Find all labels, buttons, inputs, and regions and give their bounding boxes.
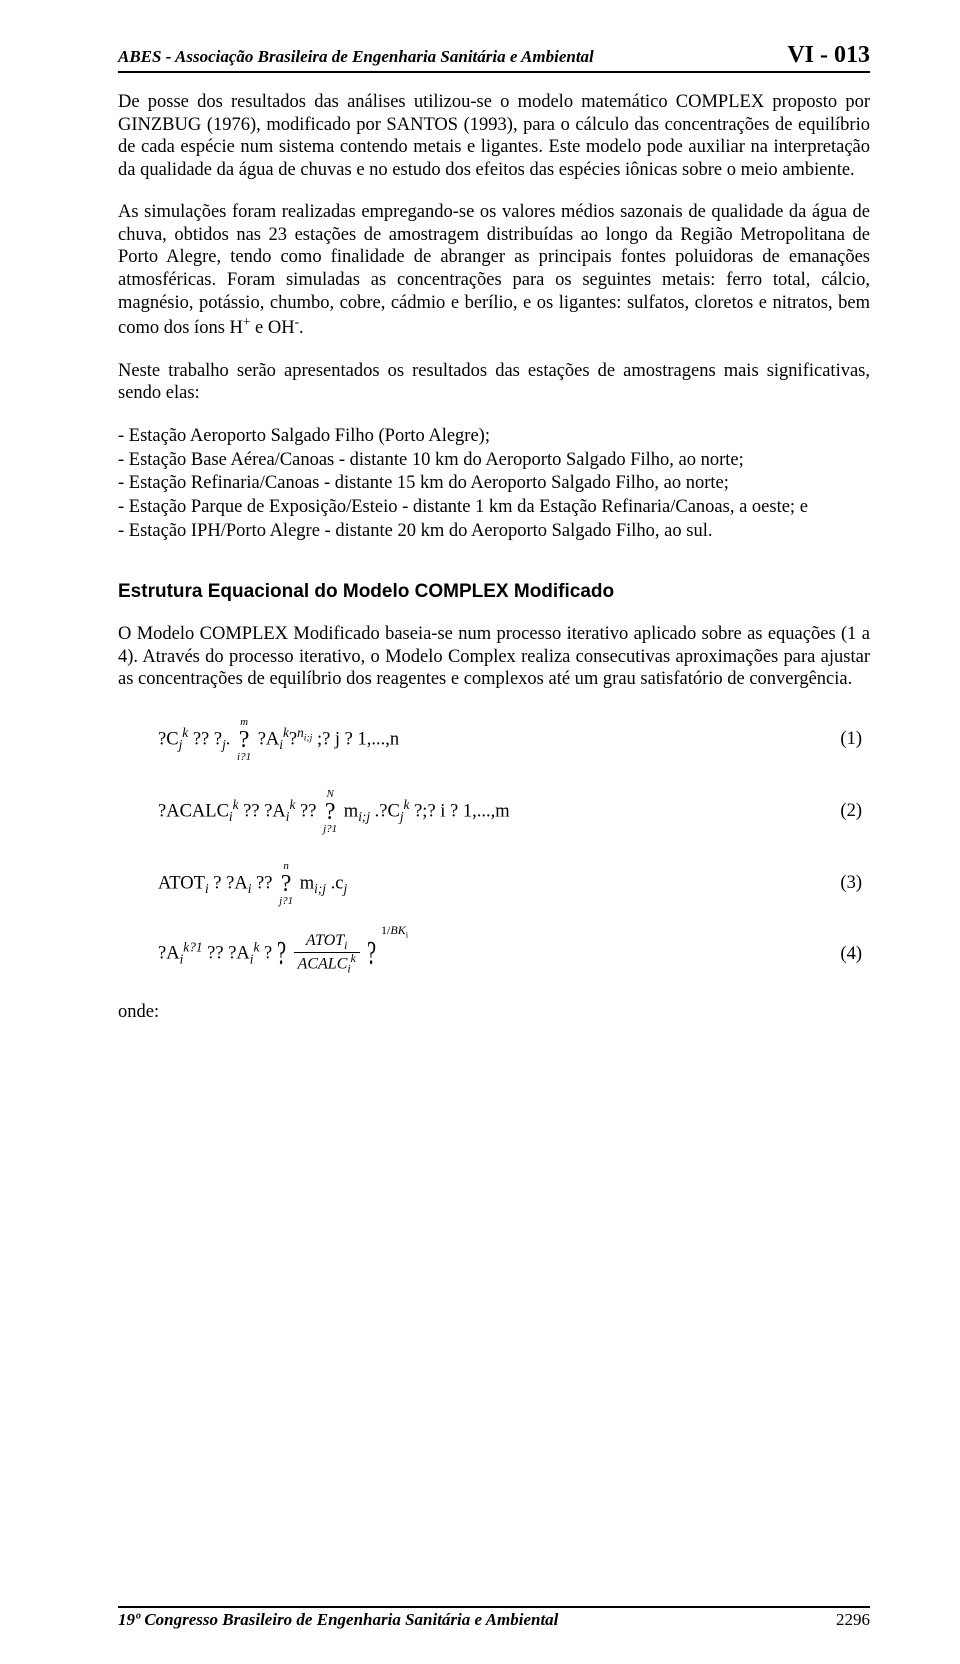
footer-page-number: 2296: [836, 1610, 870, 1630]
paragraph-2: As simulações foram realizadas empregand…: [118, 201, 870, 340]
equation-block: ?Cjk ?? ?j. m?i?1 ?Aik?ni;j ;? j ? 1,...…: [118, 717, 870, 976]
header-org: ABES - Associação Brasileira de Engenhar…: [118, 47, 594, 67]
equation-2-body: ?ACALCik ?? ?Aik ?? N?j?1 mi;j .?Cjk ?;?…: [158, 789, 510, 835]
equation-2-number: (2): [840, 801, 870, 822]
footer-event: 19º Congresso Brasileiro de Engenharia S…: [118, 1610, 558, 1630]
list-item: - Estação IPH/Porto Alegre - distante 20…: [118, 520, 870, 544]
paragraph-4: O Modelo COMPLEX Modificado baseia-se nu…: [118, 623, 870, 691]
section-heading: Estrutura Equacional do Modelo COMPLEX M…: [118, 581, 870, 603]
page-header: ABES - Associação Brasileira de Engenhar…: [118, 42, 870, 73]
equation-4: ?Aik?1 ?? ?Aik ? ? ATOTi ACALCik ? 1/BKi…: [158, 933, 870, 976]
onde-label: onde:: [118, 1002, 870, 1023]
equation-1: ?Cjk ?? ?j. m?i?1 ?Aik?ni;j ;? j ? 1,...…: [158, 717, 870, 763]
station-list: - Estação Aeroporto Salgado Filho (Porto…: [118, 425, 870, 543]
equation-4-body: ?Aik?1 ?? ?Aik ? ? ATOTi ACALCik ? 1/BKi: [158, 933, 408, 976]
equation-3-number: (3): [840, 873, 870, 894]
list-item: - Estação Aeroporto Salgado Filho (Porto…: [118, 425, 870, 449]
equation-4-number: (4): [840, 944, 870, 965]
equation-3-body: ATOTi ? ?Ai ?? n?j?1 mi;j .cj: [158, 861, 347, 907]
p2-part-c: .: [299, 318, 304, 338]
equation-2: ?ACALCik ?? ?Aik ?? N?j?1 mi;j .?Cjk ?;?…: [158, 789, 870, 835]
list-item: - Estação Parque de Exposição/Esteio - d…: [118, 496, 870, 520]
p2-part-a: As simulações foram realizadas empregand…: [118, 202, 870, 338]
page: ABES - Associação Brasileira de Engenhar…: [0, 0, 960, 1664]
paragraph-1: De posse dos resultados das análises uti…: [118, 91, 870, 181]
header-code: VI - 013: [787, 42, 870, 69]
page-footer: 19º Congresso Brasileiro de Engenharia S…: [118, 1606, 870, 1630]
list-item: - Estação Base Aérea/Canoas - distante 1…: [118, 449, 870, 473]
paragraph-3: Neste trabalho serão apresentados os res…: [118, 360, 870, 405]
equation-1-body: ?Cjk ?? ?j. m?i?1 ?Aik?ni;j ;? j ? 1,...…: [158, 717, 399, 763]
equation-3: ATOTi ? ?Ai ?? n?j?1 mi;j .cj (3): [158, 861, 870, 907]
list-item: - Estação Refinaria/Canoas - distante 15…: [118, 472, 870, 496]
p2-part-b: e OH: [250, 318, 294, 338]
equation-1-number: (1): [840, 729, 870, 750]
